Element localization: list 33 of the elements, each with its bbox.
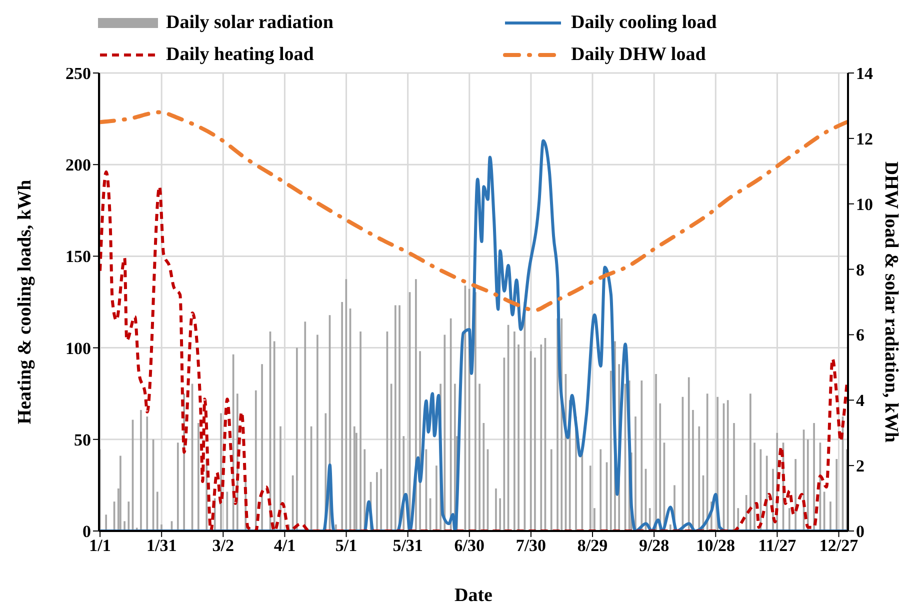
x-tick-label: 7/30 (516, 536, 546, 556)
x-tick-label: 11/27 (758, 536, 797, 556)
y2-tick-label: 2 (856, 456, 864, 476)
y2-tick-label: 14 (856, 64, 874, 84)
y-axis-title: Heating & cooling loads, kWh (14, 179, 36, 424)
y2-tick-label: 12 (856, 129, 873, 148)
y-tick-label: 200 (66, 156, 91, 175)
x-tick-label: 12/27 (819, 536, 859, 556)
legend-label: Daily cooling load (571, 12, 717, 34)
y-tick-label: 50 (74, 430, 91, 450)
y-tick-label: 100 (66, 338, 91, 358)
x-tick-label: 10/28 (696, 536, 736, 556)
x-tick-label: 8/29 (577, 536, 608, 556)
x-tick-label: 1/31 (146, 536, 177, 556)
legend-label: Daily heating load (166, 44, 314, 66)
x-tick-label: 1/1 (89, 536, 111, 556)
y2-tick-label: 6 (856, 326, 864, 345)
x-tick-label: 6/30 (454, 536, 485, 556)
x-tick-label: 4/1 (274, 536, 296, 556)
x-tick-label: 5/31 (392, 536, 423, 556)
y-tick-label: 150 (66, 247, 91, 266)
y-tick-label: 250 (66, 64, 91, 84)
y2-tick-label: 4 (856, 391, 865, 410)
x-tick-label: 5/1 (335, 536, 358, 556)
y2-tick-label: 8 (856, 260, 864, 280)
legend-label: Daily DHW load (571, 44, 706, 66)
y-tick-label: 0 (82, 522, 91, 542)
x-tick-label: 9/28 (638, 536, 670, 556)
y2-tick-label: 10 (856, 194, 873, 214)
x-tick-label: 3/2 (212, 536, 234, 556)
legend-label: Daily solar radiation (166, 12, 334, 34)
y2-axis-title: DHW load & solar radiation, kWh (880, 161, 902, 444)
x-axis-title: Date (454, 585, 492, 606)
